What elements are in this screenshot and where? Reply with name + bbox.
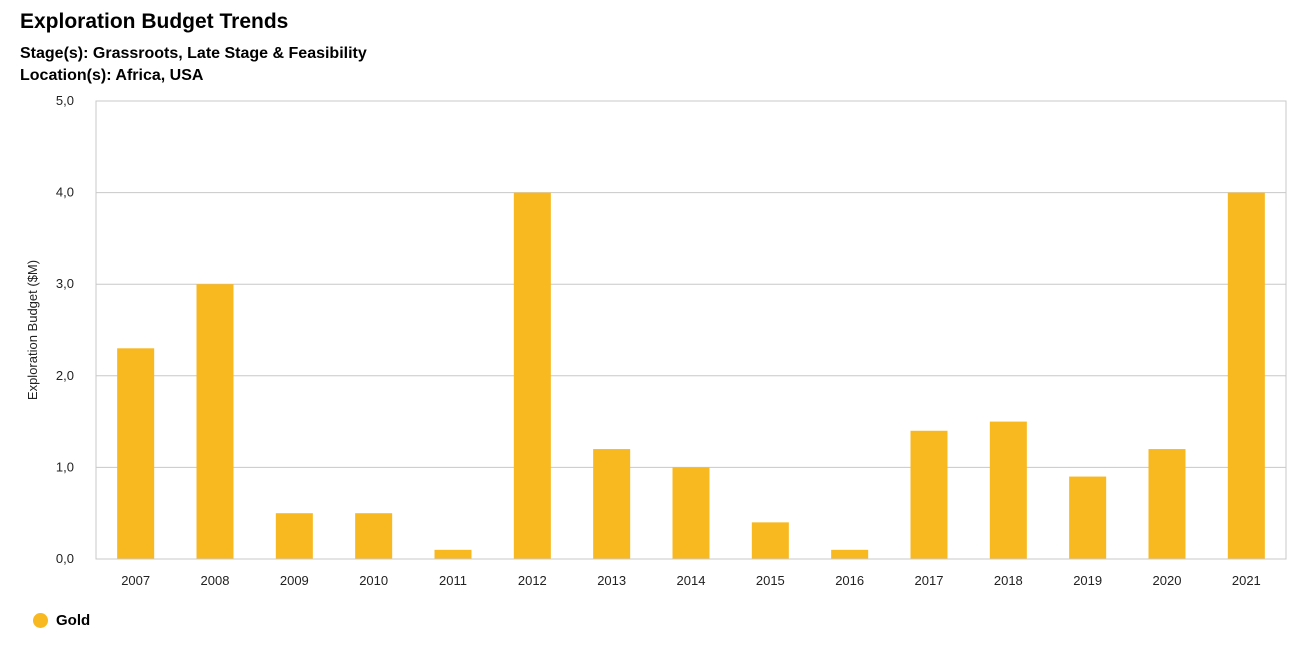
- y-tick-label: 1,0: [56, 459, 74, 474]
- legend: Gold: [33, 612, 90, 629]
- x-tick-label: 2008: [201, 573, 230, 588]
- bar-2014: [672, 467, 710, 559]
- x-tick-label: 2011: [439, 573, 467, 588]
- y-tick-label: 2,0: [56, 368, 74, 383]
- x-tick-label: 2021: [1232, 573, 1261, 588]
- stages-subtitle: Stage(s): Grassroots, Late Stage & Feasi…: [20, 45, 367, 62]
- bar-2015: [751, 522, 789, 559]
- bar-2009: [275, 513, 313, 559]
- plot-frame: [95, 100, 1287, 560]
- x-tick-label: 2016: [835, 573, 864, 588]
- gridlines: [96, 192, 1286, 468]
- y-axis-ticks: 0,0 1,0 2,0 3,0 4,0 5,0: [56, 93, 74, 566]
- x-tick-label: 2019: [1073, 573, 1102, 588]
- bar-2012: [513, 192, 551, 559]
- x-axis-ticks: 2007 2008 2009 2010 2011 2012 2013 2014 2015 2016…: [121, 573, 1261, 588]
- x-tick-label: 2007: [121, 573, 150, 588]
- bar-2016: [831, 549, 869, 559]
- bar-2017: [910, 430, 948, 559]
- y-axis-label: Exploration Budget ($M): [25, 260, 40, 400]
- x-tick-label: 2017: [915, 573, 944, 588]
- x-tick-label: 2010: [359, 573, 388, 588]
- x-tick-label: 2015: [756, 573, 785, 588]
- x-tick-label: 2014: [677, 573, 706, 588]
- y-tick-label: 5,0: [56, 93, 74, 108]
- bar-2011: [434, 549, 472, 559]
- bar-2013: [593, 449, 631, 559]
- bars: [117, 192, 1265, 559]
- chart-title: Exploration Budget Trends: [20, 10, 289, 33]
- legend-gold-swatch: [33, 613, 48, 628]
- x-tick-label: 2013: [597, 573, 626, 588]
- y-tick-label: 3,0: [56, 276, 74, 291]
- y-tick-label: 4,0: [56, 185, 74, 200]
- x-tick-label: 2018: [994, 573, 1023, 588]
- bar-2021: [1227, 192, 1265, 559]
- bar-2019: [1069, 476, 1107, 559]
- bar-chart: 0,01,02,03,04,05,0 2007 2008 2009 2010 2011 2…: [25, 93, 1287, 588]
- bar-2018: [989, 421, 1027, 559]
- x-tick-label: 2012: [518, 573, 547, 588]
- bar-2010: [355, 513, 393, 559]
- legend-gold-label: Gold: [56, 612, 91, 629]
- bar-2008: [196, 284, 234, 559]
- x-tick-label: 2020: [1153, 573, 1182, 588]
- bar-2020: [1148, 449, 1186, 559]
- y-tick-label: 0,0: [56, 551, 74, 566]
- locations-subtitle: Location(s): Africa, USA: [20, 67, 204, 84]
- bar-2007: [117, 348, 155, 559]
- x-tick-label: 2009: [280, 573, 309, 588]
